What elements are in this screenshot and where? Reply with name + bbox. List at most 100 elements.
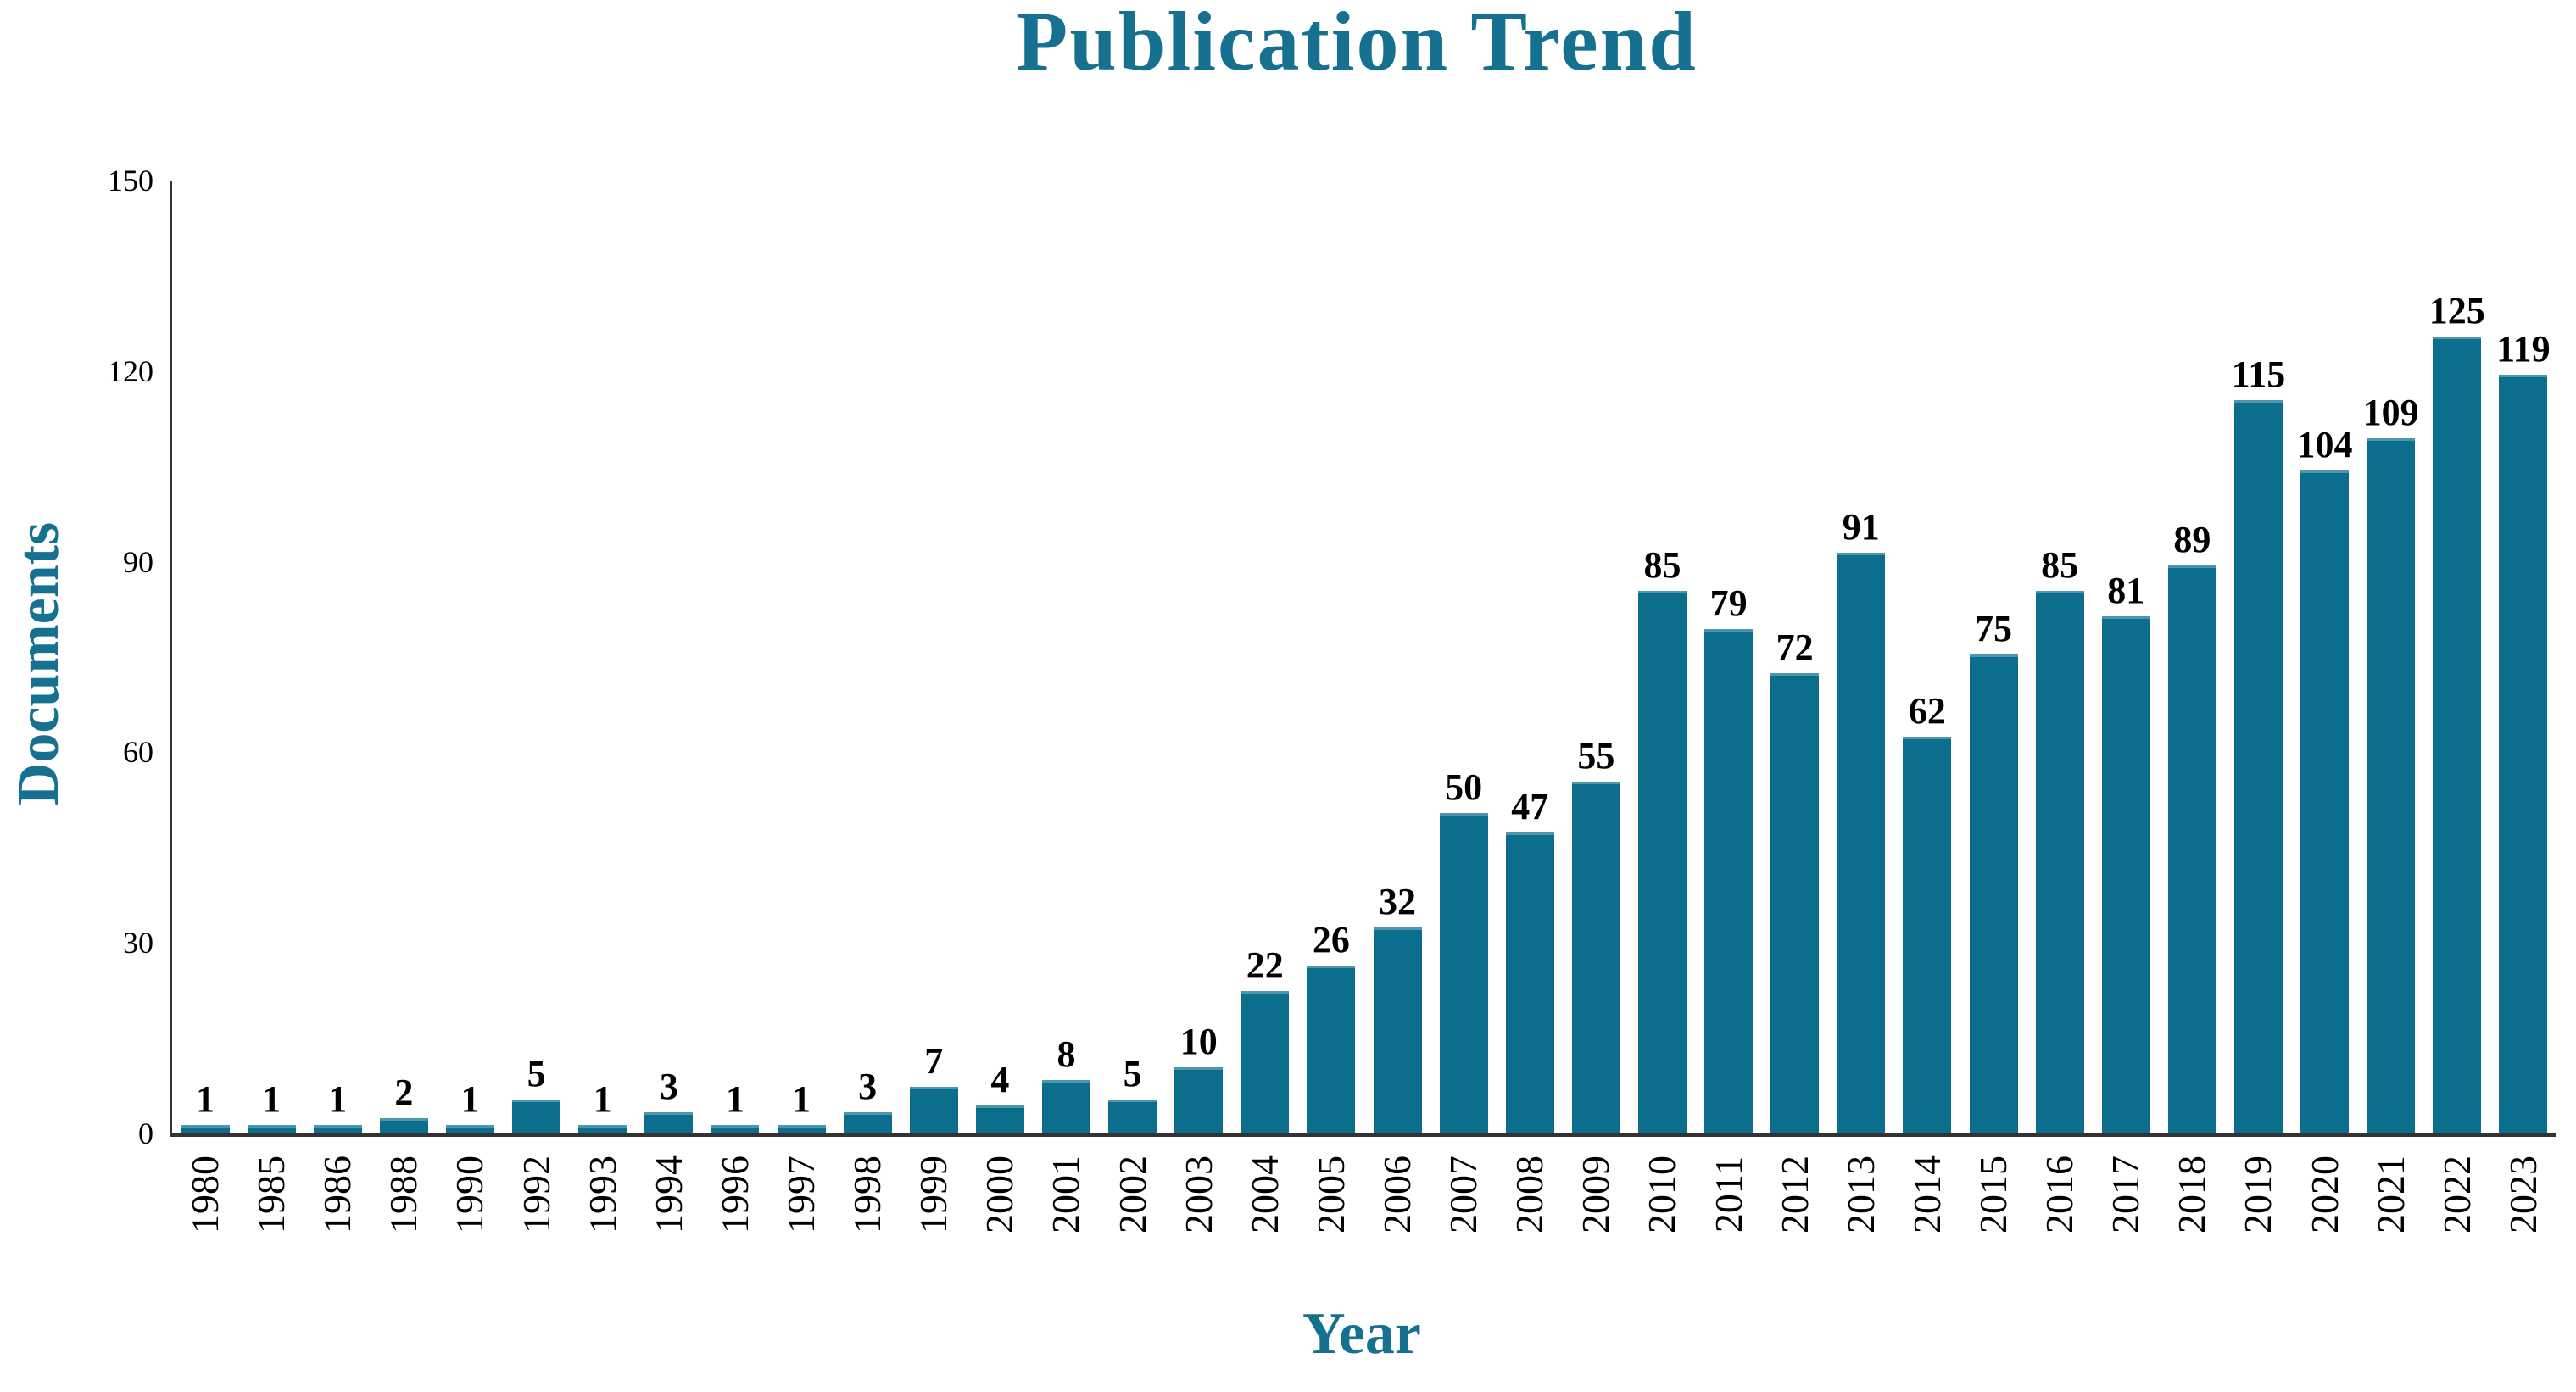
bar-2018 [2167,565,2216,1133]
x-tick-label: 2009 [1574,1155,1618,1233]
bar-value-label: 104 [2296,423,2353,465]
bar-slot-2011: 79 2011 [1696,181,1762,1233]
bar-slot-1985: 1 1985 [238,181,304,1233]
x-tick-label: 2015 [1971,1155,2015,1233]
y-tick-label: 120 [108,354,153,388]
y-tick-label: 150 [108,164,153,198]
bar-value-label: 8 [1057,1033,1076,1076]
x-tick-label: 2004 [1242,1155,1286,1233]
bar-1993 [578,1124,627,1133]
bar-slot-2010: 85 2010 [1629,181,1695,1233]
bar-2011 [1704,629,1754,1133]
bar-slot-2005: 26 2005 [1298,181,1364,1233]
bar-slot-2021: 109 2021 [2358,181,2424,1233]
bar-value-label: 119 [2496,328,2551,370]
x-tick-label: 1988 [382,1155,426,1233]
x-tick-label: 1980 [183,1155,227,1233]
bar-2000 [975,1105,1024,1133]
bar-value-label: 1 [196,1077,215,1120]
x-tick-label: 2023 [2501,1155,2545,1233]
bar-value-label: 1 [460,1077,480,1120]
plot-area: 0 30 60 90 120 150 1 1980 1 1985 1 1986 2 1988 1 1990 5 1… [108,165,2556,1233]
x-tick-label: 1999 [912,1155,956,1233]
bar-value-label: 91 [1842,506,1880,548]
y-tick-label: 60 [123,735,153,770]
bar-1996 [711,1124,760,1133]
bar-value-label: 109 [2362,392,2419,434]
x-tick-label: 1994 [646,1155,690,1233]
x-tick-label: 1986 [315,1155,360,1233]
bar-value-label: 1 [262,1077,282,1120]
x-tick-label: 2007 [1441,1155,1486,1233]
bar-1988 [379,1118,428,1133]
bar-slot-2006: 32 2006 [1364,181,1430,1233]
bar-2019 [2233,400,2283,1133]
bar-slot-2001: 8 2001 [1033,181,1099,1233]
bar-value-label: 81 [2107,570,2145,612]
bar-1990 [445,1124,494,1133]
bar-2005 [1307,966,1356,1133]
x-tick-label: 2008 [1508,1155,1552,1233]
bar-slot-1993: 1 1993 [570,181,636,1233]
bar-2020 [2300,470,2350,1133]
bar-value-label: 26 [1312,919,1350,961]
x-tick-label: 2005 [1308,1155,1352,1233]
x-tick-label: 1997 [779,1155,823,1233]
bar-2009 [1571,781,1620,1133]
bar-2017 [2101,616,2150,1133]
bar-2010 [1637,591,1687,1133]
bar-value-label: 1 [328,1077,348,1120]
x-tick-label: 2000 [978,1155,1022,1233]
y-axis-label: Documents [6,521,71,806]
bar-2015 [1969,654,2018,1133]
x-tick-label: 2016 [2038,1155,2082,1233]
bar-1994 [644,1111,694,1133]
bar-value-label: 47 [1511,785,1549,827]
bar-value-label: 89 [2173,519,2211,561]
bar-2016 [2035,591,2084,1133]
bar-2021 [2367,438,2416,1133]
x-tick-label: 1985 [249,1155,293,1233]
bar-slot-2003: 10 2003 [1166,181,1232,1233]
bar-slot-1980: 1 1980 [172,181,238,1233]
x-tick-label: 2017 [2104,1155,2148,1233]
x-tick-label: 2012 [1772,1155,1816,1233]
bar-1998 [843,1111,892,1133]
bar-slot-2014: 62 2014 [1894,181,1960,1233]
bar-value-label: 85 [2041,544,2079,587]
bar-slot-1990: 1 1990 [437,181,503,1233]
bar-value-label: 22 [1246,944,1284,987]
bar-slot-1994: 3 1994 [636,181,702,1233]
bar-slot-2015: 75 2015 [1960,181,2027,1233]
bar-value-label: 1 [593,1077,612,1120]
x-tick-label: 1993 [580,1155,624,1233]
bar-value-label: 115 [2231,354,2286,396]
bar-1997 [777,1124,826,1133]
bar-2014 [1903,737,1952,1133]
x-tick-label: 1992 [514,1155,558,1233]
x-tick-label: 1998 [845,1155,889,1233]
bar-slot-1999: 7 1999 [900,181,967,1233]
bar-value-label: 3 [659,1065,678,1107]
x-tick-label: 2013 [1838,1155,1882,1233]
bar-slot-1996: 1 1996 [702,181,768,1233]
bar-slot-1997: 1 1997 [768,181,834,1233]
bar-value-label: 7 [924,1039,944,1082]
y-tick-label: 30 [123,926,153,960]
bar-slot-2004: 22 2004 [1232,181,1298,1233]
x-tick-label: 2011 [1706,1155,1750,1233]
bar-2008 [1505,832,1554,1133]
bar-value-label: 1 [792,1077,811,1120]
bar-slot-2023: 119 2023 [2490,181,2556,1233]
bar-value-label: 3 [858,1065,878,1107]
bar-1980 [181,1124,230,1133]
bar-2022 [2433,337,2482,1133]
bar-slot-2008: 47 2008 [1497,181,1563,1233]
bar-value-label: 5 [527,1052,546,1094]
bar-1999 [909,1086,958,1133]
bar-2002 [1108,1099,1157,1133]
bar-2007 [1439,813,1488,1133]
bar-slot-2007: 50 2007 [1430,181,1497,1233]
bar-2003 [1174,1067,1224,1133]
